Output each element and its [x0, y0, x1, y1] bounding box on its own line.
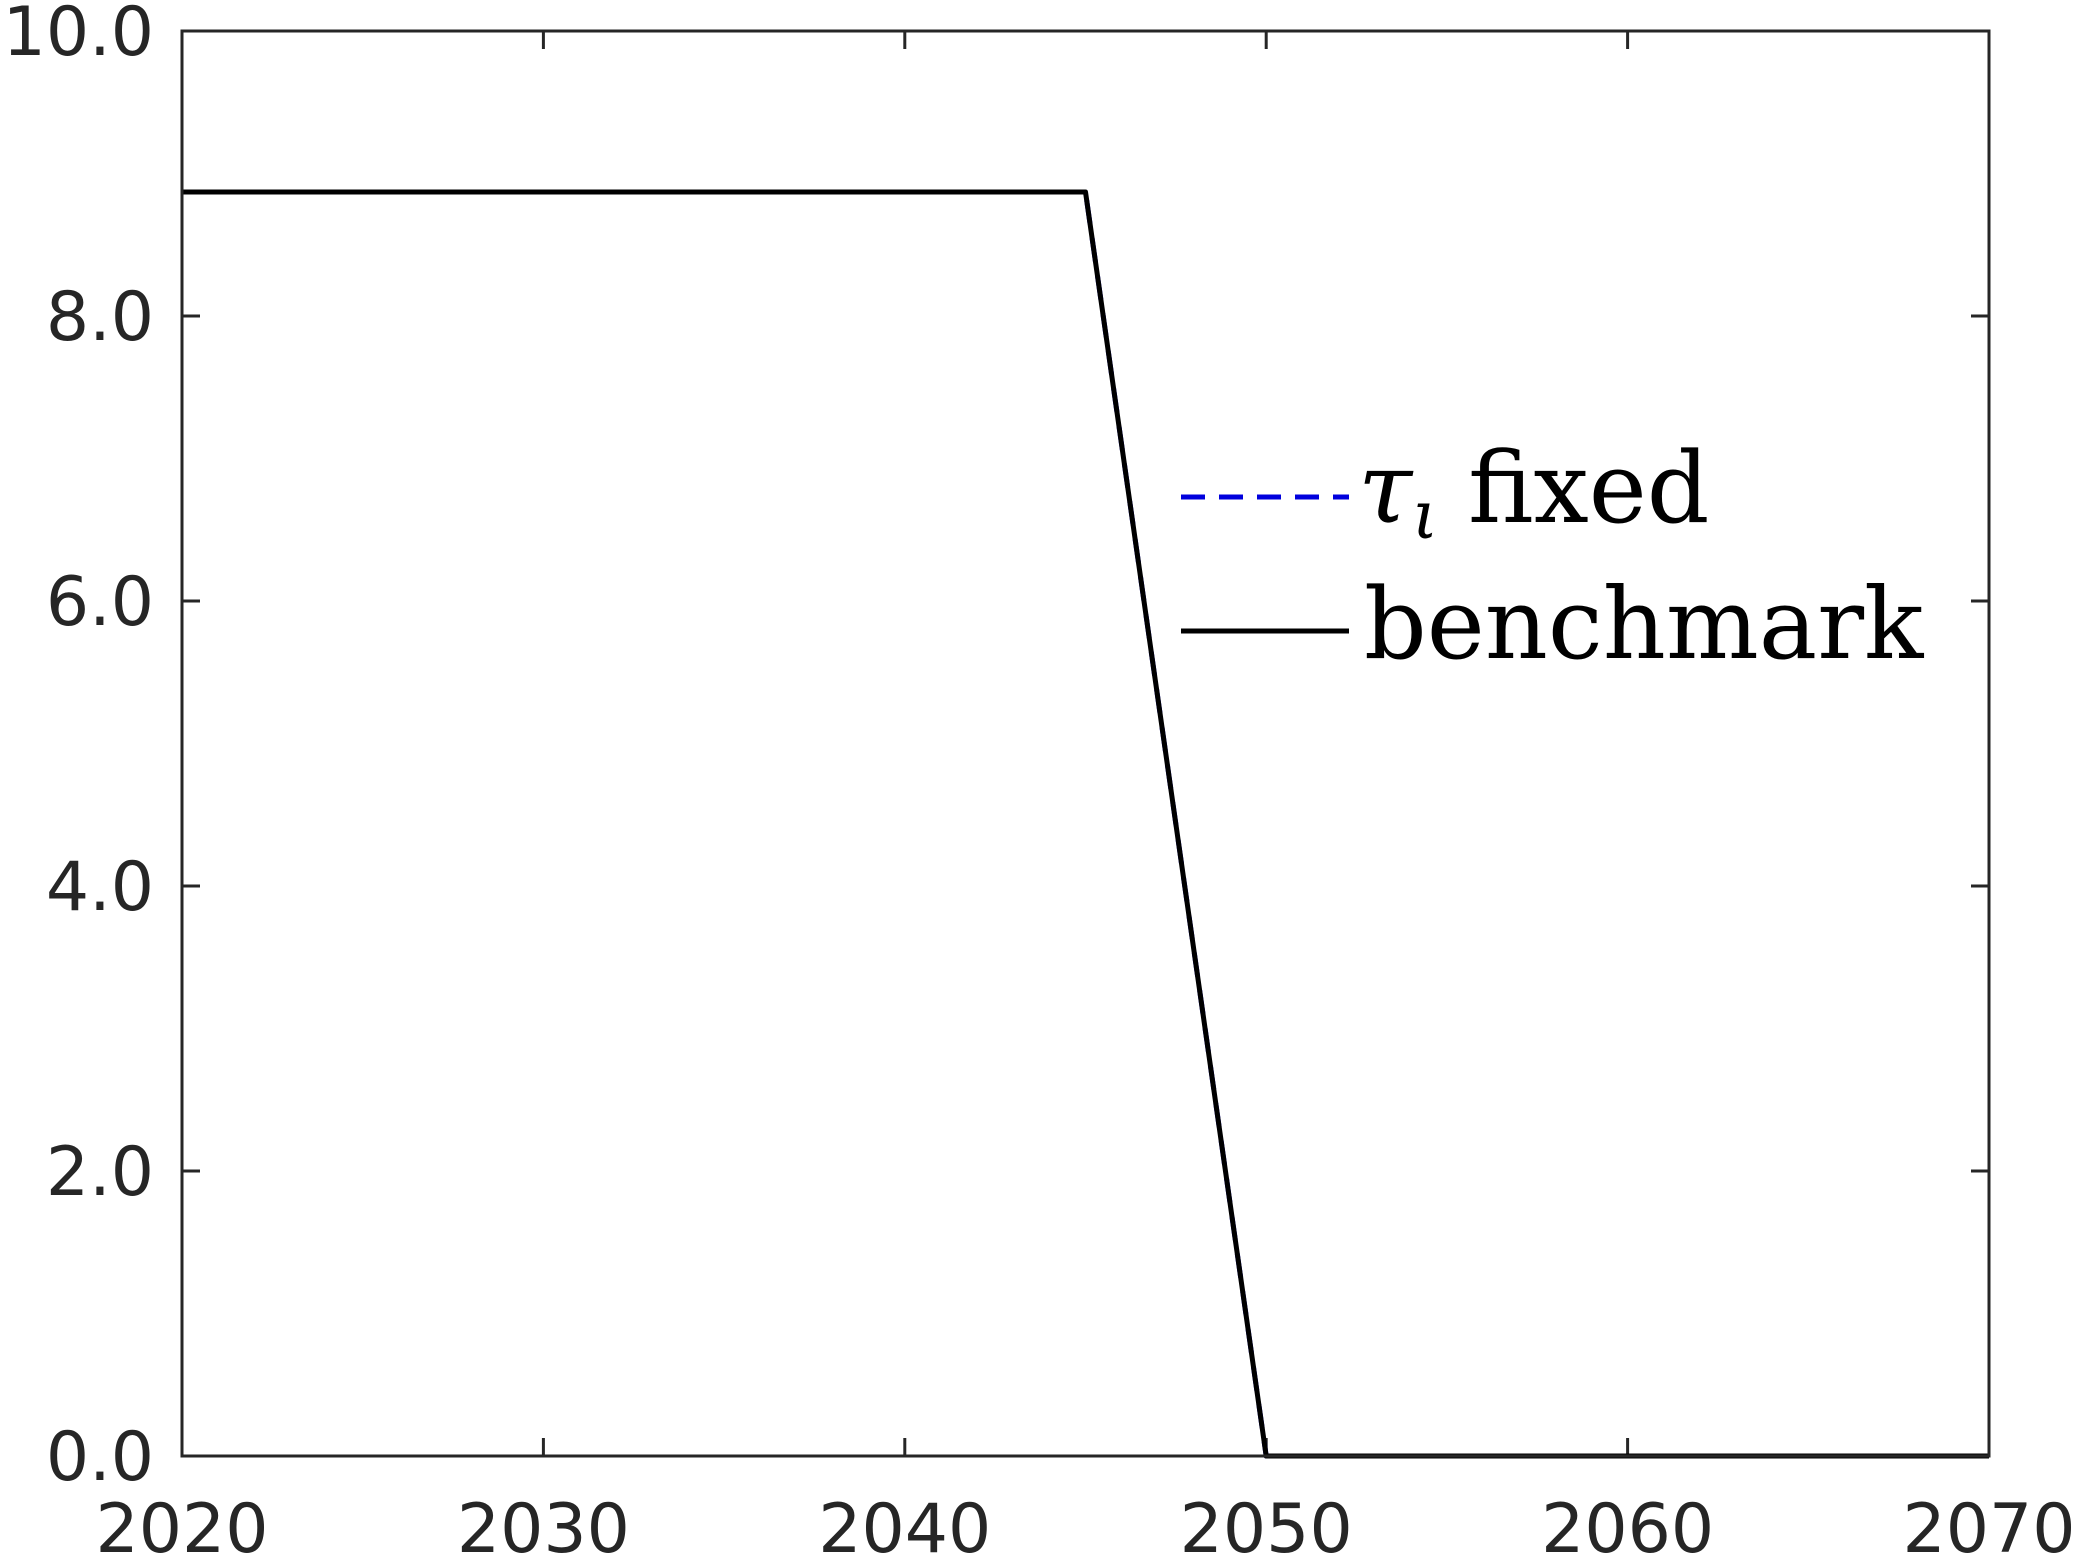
x-tick-label: 2040: [818, 1490, 991, 1554]
plot-frame: [180, 29, 1991, 1458]
y-tick-label: 6.0: [46, 563, 154, 642]
series-line-benchmark: [182, 189, 1989, 1459]
y-tick-label: 10.0: [3, 0, 154, 72]
y-tick-label: 4.0: [46, 848, 154, 927]
series-line-fixed: [182, 189, 1989, 1459]
legend-subscript-iota: ι: [1412, 477, 1438, 554]
x-tick-label: 2050: [1180, 1490, 1353, 1554]
x-tick-label: 2070: [1902, 1490, 2075, 1554]
x-tick-label: 2060: [1541, 1490, 1714, 1554]
legend: τι fixed benchmark: [1181, 432, 1925, 682]
y-axis: 0.0 2.0 4.0 6.0 8.0 10.0: [3, 0, 1989, 1497]
legend-symbol-tau: τ: [1358, 432, 1414, 546]
x-tick-label: 2020: [95, 1490, 268, 1554]
x-axis: 2020 2030 2040 2050 2060 2070: [95, 31, 2076, 1554]
y-tick-label: 2.0: [46, 1133, 154, 1212]
legend-label-benchmark: benchmark: [1364, 568, 1925, 682]
y-tick-label: 8.0: [46, 278, 154, 357]
series-layer: [182, 189, 1989, 1459]
x-tick-label: 2030: [457, 1490, 630, 1554]
legend-text-fixed: fixed: [1468, 432, 1709, 546]
y-tick-label: 0.0: [46, 1418, 154, 1497]
legend-label-fixed: τι fixed: [1358, 432, 1709, 554]
